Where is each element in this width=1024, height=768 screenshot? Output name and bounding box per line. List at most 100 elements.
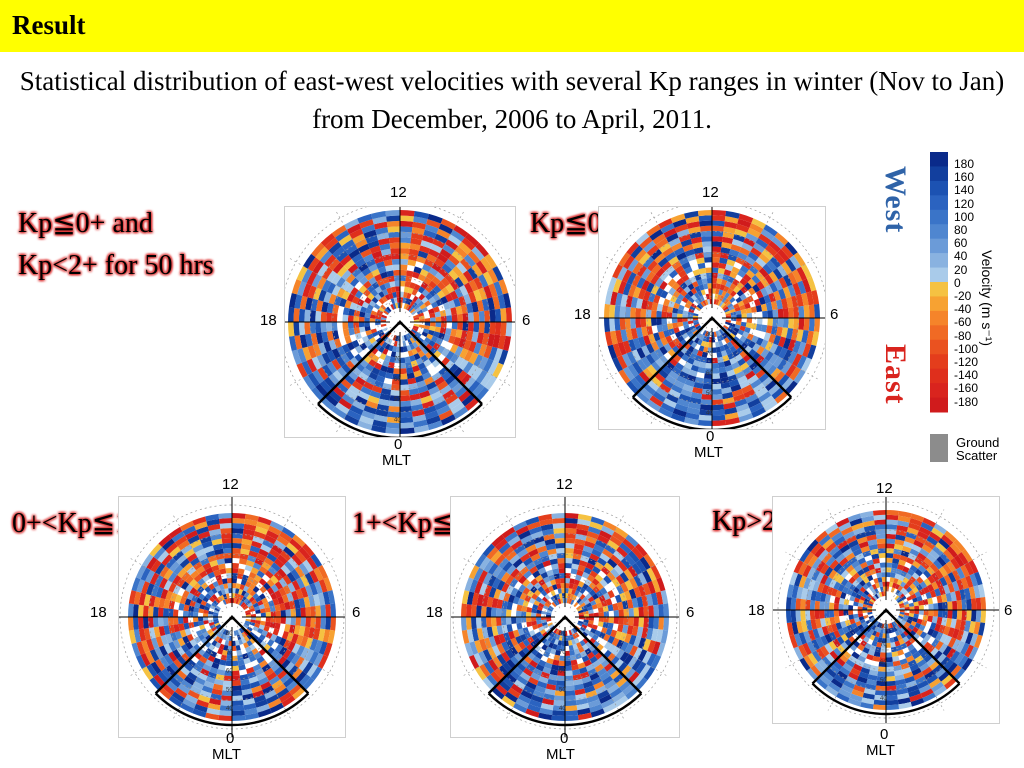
velocity-cell: [252, 562, 262, 571]
velocity-cell: [357, 243, 370, 254]
velocity-cell: [684, 303, 691, 309]
velocity-cell: [808, 318, 815, 332]
velocity-cell: [249, 607, 256, 613]
grid-radial: [399, 321, 465, 434]
velocity-cell: [466, 617, 472, 630]
velocity-cell: [786, 584, 795, 598]
velocity-cell: [237, 568, 245, 575]
velocity-cell: [177, 683, 190, 695]
velocity-cell: [721, 387, 732, 395]
velocity-cell: [565, 538, 576, 544]
velocity-cell: [526, 611, 532, 617]
velocity-cell: [892, 582, 897, 589]
velocity-cell: [956, 567, 966, 580]
velocity-cell: [931, 616, 938, 624]
velocity-cell: [890, 587, 896, 593]
velocity-cell: [863, 600, 869, 606]
velocity-cell: [562, 630, 565, 636]
velocity-cell: [521, 605, 528, 612]
velocity-cell: [867, 593, 873, 599]
velocity-cell: [626, 625, 634, 635]
velocity-cell: [726, 341, 734, 349]
velocity-cell: [461, 590, 470, 605]
velocity-cell: [235, 583, 241, 589]
velocity-cell: [445, 308, 452, 316]
velocity-cell: [568, 598, 573, 605]
velocity-cell: [694, 355, 702, 362]
velocity-cell: [503, 632, 511, 642]
velocity-cell: [306, 556, 318, 570]
velocity-cell: [849, 618, 856, 625]
velocity-cell: [426, 333, 434, 340]
velocity-cell: [731, 238, 744, 248]
velocity-cell: [854, 564, 863, 573]
velocity-cell: [331, 406, 347, 419]
velocity-cell: [610, 291, 618, 306]
velocity-cell: [692, 319, 699, 323]
velocity-cell: [508, 594, 516, 604]
velocity-cell: [226, 573, 232, 579]
velocity-cell: [232, 640, 236, 646]
velocity-cell: [317, 654, 329, 669]
velocity-cell: [688, 297, 695, 304]
velocity-cell: [947, 601, 953, 610]
velocity-cell: [931, 581, 939, 591]
velocity-cell: [555, 543, 565, 549]
velocity-cell: [820, 618, 827, 628]
velocity-cell: [502, 676, 514, 688]
velocity-cell: [953, 539, 966, 553]
velocity-cell: [715, 299, 720, 306]
velocity-cell: [708, 342, 712, 348]
velocity-cell: [851, 522, 864, 531]
velocity-cell: [592, 659, 601, 669]
velocity-cell: [173, 624, 180, 633]
velocity-cell: [960, 630, 969, 643]
velocity-cell: [211, 662, 220, 670]
velocity-cell: [581, 631, 589, 638]
velocity-cell: [794, 633, 803, 647]
velocity-cell: [729, 357, 738, 365]
velocity-cell: [565, 523, 578, 529]
velocity-cell: [215, 605, 221, 610]
velocity-cell: [475, 242, 489, 258]
velocity-cell: [964, 644, 974, 658]
velocity-cell: [509, 669, 520, 680]
velocity-cell: [813, 318, 820, 333]
velocity-cell: [515, 590, 523, 599]
velocity-cell: [683, 342, 691, 350]
velocity-cell: [871, 553, 880, 560]
velocity-cell: [269, 520, 284, 532]
velocity-cell: [858, 541, 869, 549]
velocity-cell: [183, 622, 190, 630]
velocity-cell: [635, 298, 643, 309]
velocity-cell: [690, 341, 698, 349]
velocity-cell: [522, 600, 529, 607]
velocity-cell: [235, 588, 240, 594]
velocity-cell: [516, 562, 527, 572]
velocity-cell: [372, 216, 387, 225]
velocity-cell: [154, 647, 164, 659]
velocity-cell: [934, 623, 942, 632]
velocity-cell: [291, 643, 301, 654]
velocity-cell: [852, 663, 863, 672]
velocity-cell: [929, 590, 937, 598]
velocity-cell: [228, 588, 232, 594]
velocity-cell: [573, 678, 583, 686]
velocity-cell: [873, 578, 879, 584]
velocity-cell: [772, 309, 779, 318]
velocity-cell: [213, 617, 219, 620]
velocity-cell: [447, 397, 462, 410]
velocity-cell: [795, 598, 802, 610]
velocity-cell: [848, 610, 854, 615]
velocity-cell: [454, 277, 464, 288]
velocity-cell: [353, 322, 360, 329]
velocity-cell: [848, 556, 858, 565]
velocity-cell: [953, 667, 966, 681]
velocity-cell: [889, 622, 894, 629]
velocity-cell: [956, 600, 963, 610]
velocity-cell: [194, 521, 208, 531]
velocity-cell: [755, 304, 763, 313]
velocity-cell: [217, 590, 223, 597]
velocity-cell: [315, 332, 324, 344]
velocity-cell: [540, 590, 548, 597]
